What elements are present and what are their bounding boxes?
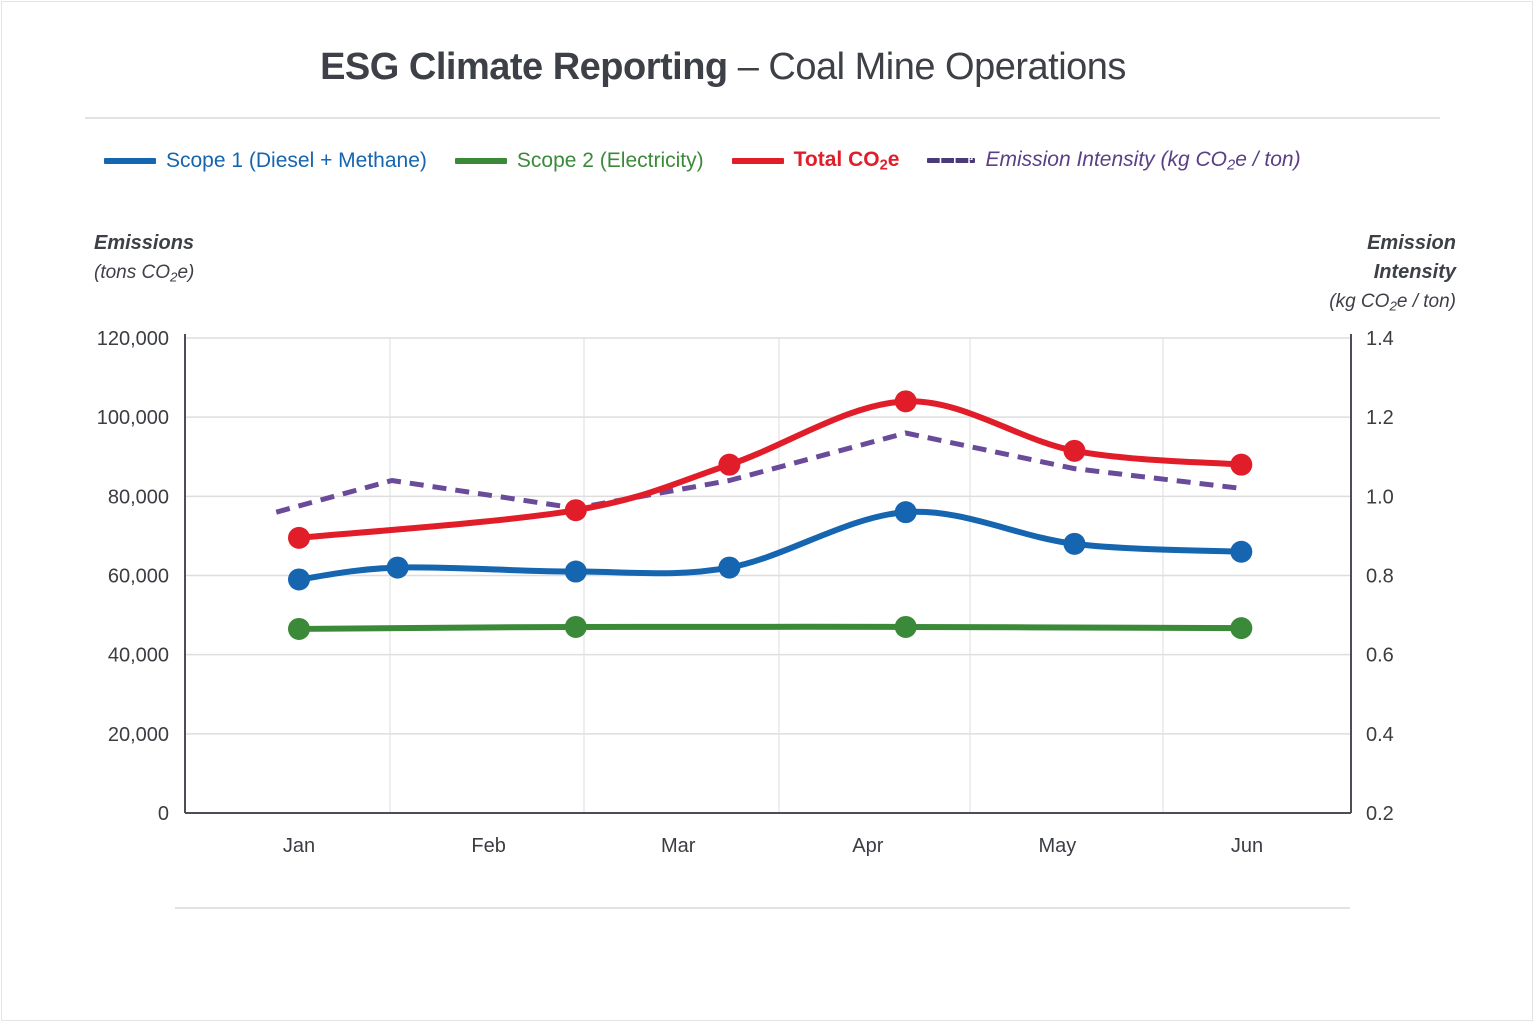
data-point-scope2 — [1230, 617, 1253, 640]
legend-label-intensity-text: Emission Intensity (kg CO — [985, 148, 1228, 172]
left-axis-unit-post: e) — [177, 262, 195, 283]
data-point-scope1 — [288, 568, 310, 591]
tick-labels: 0 20,000 40,000 60,000 80,000 100,000 120,000 0… — [97, 328, 1394, 857]
bottom-divider — [175, 907, 1350, 909]
data-point-total — [1230, 453, 1253, 476]
data-point-scope2 — [564, 615, 587, 638]
chart-title-rest: – Coal Mine Operations — [727, 46, 1127, 88]
x-tick-label: Feb — [471, 835, 505, 857]
axes — [184, 334, 1352, 814]
data-point-scope1 — [564, 560, 587, 583]
legend-label-intensity-sub: 2 — [1227, 157, 1236, 174]
left-axis-title-main: Emissions — [94, 232, 195, 254]
data-point-scope1 — [718, 556, 741, 579]
data-point-scope1 — [894, 501, 917, 524]
legend-item-intensity[interactable]: Emission Intensity (kg CO2e / ton) — [927, 148, 1301, 174]
chart-title-bold: ESG Climate Reporting — [320, 46, 728, 88]
series-line-intensity — [275, 430, 1242, 515]
legend-swatch-intensity — [927, 158, 976, 164]
left-axis-unit-sub: 2 — [170, 269, 178, 285]
legend-item-scope1[interactable]: Scope 1 (Diesel + Methane) — [104, 149, 427, 173]
right-axis-unit-sub: 2 — [1389, 298, 1397, 314]
left-axis-unit-pre: (tons CO — [94, 262, 171, 283]
y2-tick-label: 0.2 — [1366, 803, 1394, 825]
legend-label-total: Total CO2e — [794, 148, 900, 174]
legend-label-intensity: Emission Intensity (kg CO2e / ton) — [985, 148, 1300, 174]
y2-tick-label: 1.4 — [1366, 328, 1394, 350]
y2-tick-label: 1.0 — [1366, 486, 1394, 508]
y-tick-label: 20,000 — [108, 724, 169, 746]
legend-swatch-scope1 — [104, 158, 156, 164]
data-point-scope1 — [386, 556, 409, 579]
x-tick-label: Mar — [661, 835, 696, 857]
x-tick-label: May — [1039, 835, 1077, 857]
x-tick-label: Jun — [1231, 835, 1263, 857]
data-point-scope2 — [288, 617, 310, 640]
data-point-scope2 — [894, 615, 917, 638]
series-intensity — [275, 430, 1242, 515]
y2-tick-label: 0.8 — [1366, 566, 1394, 588]
chart-title: ESG Climate Reporting – Coal Mine Operat… — [0, 46, 1446, 89]
gridlines — [185, 337, 1351, 813]
data-point-total — [288, 526, 310, 549]
y2-tick-label: 1.2 — [1366, 407, 1394, 429]
title-divider — [85, 117, 1440, 119]
series-line-scope1 — [296, 508, 1245, 583]
y-tick-label: 80,000 — [108, 486, 169, 508]
right-axis-title-line2: Intensity — [1373, 261, 1456, 283]
legend-swatch-scope2 — [454, 158, 507, 164]
legend-swatch-total — [731, 157, 784, 164]
right-axis-title: Emission Intensity (kg CO2e / ton) — [1329, 229, 1456, 320]
right-axis-unit-pre: (kg CO — [1329, 291, 1390, 312]
data-point-total — [894, 390, 917, 413]
legend-label-intensity-post: e / ton) — [1235, 148, 1301, 172]
legend-label-total-sub: 2 — [879, 157, 888, 174]
y2-tick-label: 0.4 — [1366, 724, 1394, 746]
series-layer — [275, 390, 1253, 640]
series-line-total — [296, 398, 1245, 541]
x-tick-label: Apr — [852, 835, 883, 857]
legend-item-total[interactable]: Total CO2e — [731, 148, 900, 174]
y-tick-label: 60,000 — [108, 566, 169, 588]
legend-item-scope2[interactable]: Scope 2 (Electricity) — [454, 149, 704, 173]
y-tick-label: 40,000 — [108, 645, 169, 667]
data-point-scope1 — [1230, 540, 1253, 563]
series-scope2 — [288, 615, 1253, 640]
legend-label-total-post: e — [887, 148, 900, 172]
data-point-total — [564, 499, 587, 522]
y2-tick-label: 0.6 — [1366, 645, 1394, 667]
legend-label-total-text: Total CO — [793, 148, 880, 172]
data-point-total — [1063, 439, 1086, 462]
series-total — [288, 390, 1253, 549]
legend: Scope 1 (Diesel + Methane) Scope 2 (Elec… — [104, 146, 1329, 176]
legend-label-scope1: Scope 1 (Diesel + Methane) — [166, 149, 427, 172]
series-line-scope2 — [296, 623, 1245, 632]
right-axis-unit-post: e / ton) — [1396, 291, 1456, 312]
y-tick-label: 0 — [158, 803, 169, 825]
data-point-total — [718, 453, 741, 476]
series-scope1 — [288, 501, 1253, 591]
x-tick-label: Jan — [283, 835, 315, 857]
y-tick-label: 120,000 — [97, 328, 169, 350]
data-point-scope1 — [1063, 532, 1086, 555]
legend-label-scope2: Scope 2 (Electricity) — [516, 149, 704, 172]
left-axis-title-unit: (tons CO2e) — [94, 258, 194, 291]
left-axis-title: Emissions (tons CO2e) — [94, 229, 194, 291]
y-tick-label: 100,000 — [97, 407, 169, 429]
right-axis-title-unit: (kg CO2e / ton) — [1329, 287, 1456, 320]
right-axis-title-line1: Emission — [1367, 232, 1456, 254]
